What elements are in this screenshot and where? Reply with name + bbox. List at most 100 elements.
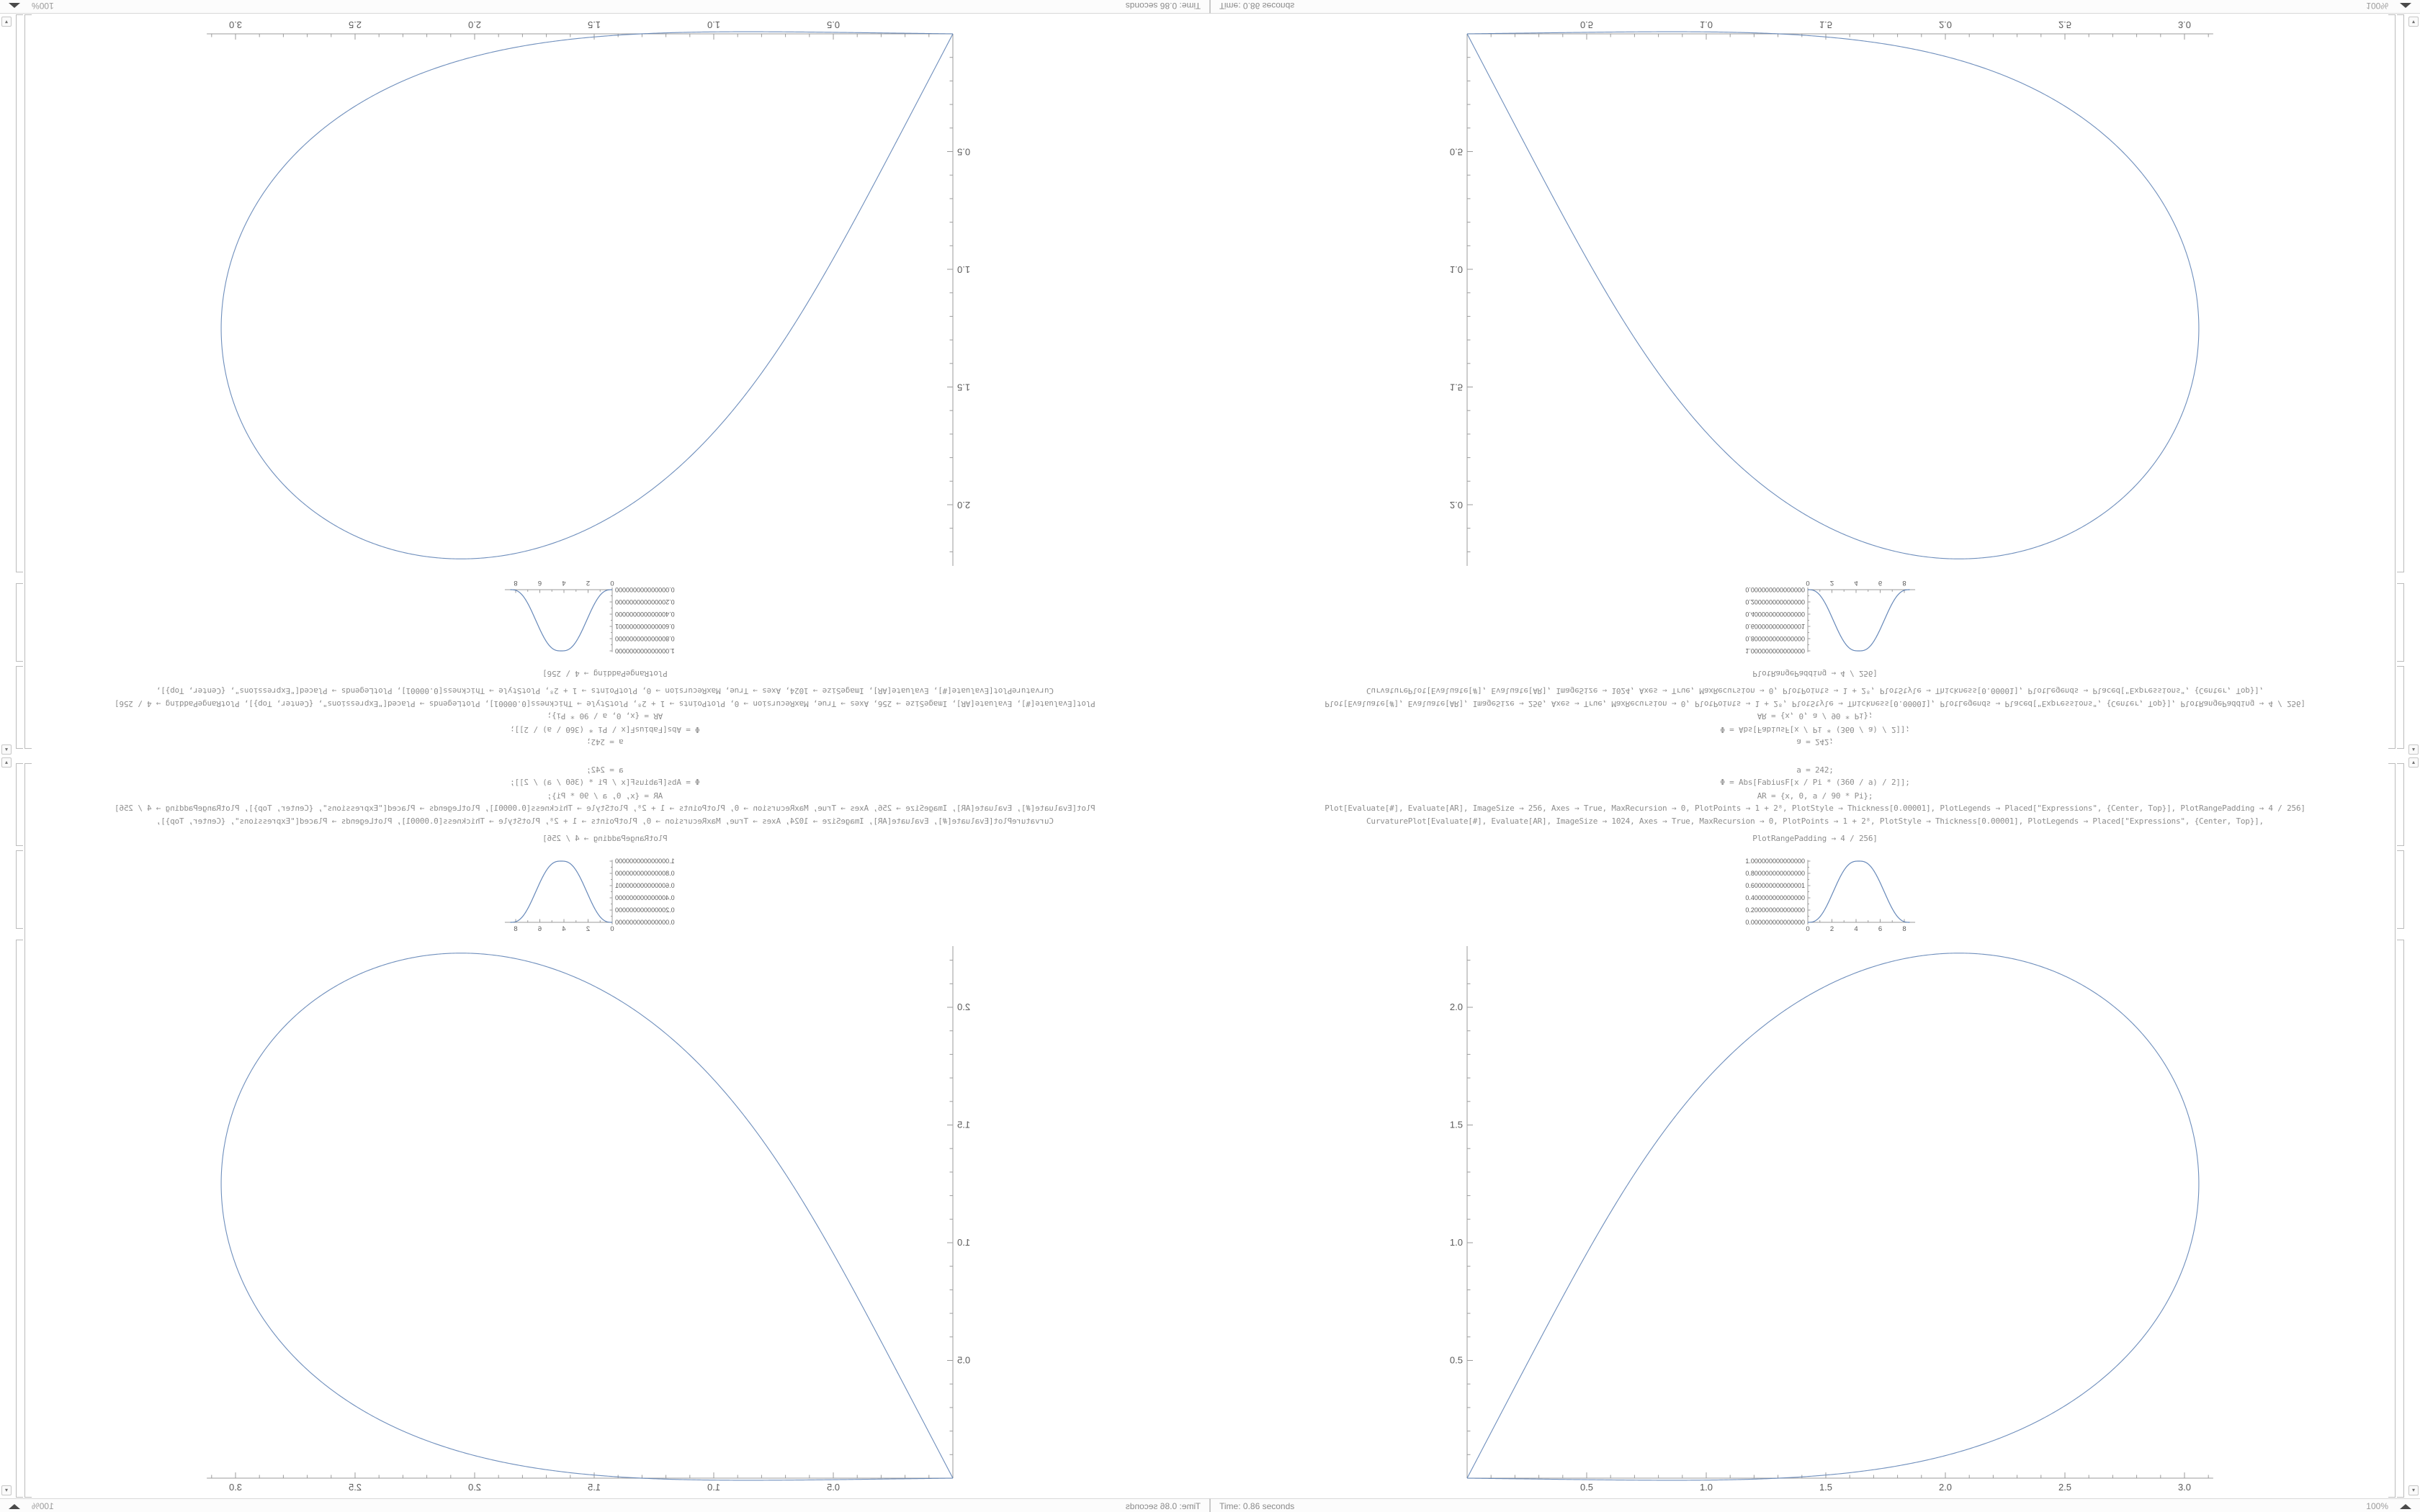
svg-text:2.5: 2.5 bbox=[2058, 19, 2071, 30]
svg-text:2.5: 2.5 bbox=[2058, 1482, 2071, 1493]
svg-text:1.0: 1.0 bbox=[957, 264, 970, 275]
svg-text:0.600000000000001: 0.600000000000001 bbox=[615, 623, 675, 630]
cell-bracket-input[interactable] bbox=[16, 763, 23, 846]
vertical-scrollbar[interactable]: ▴ ▾ bbox=[0, 14, 13, 756]
cell-bracket-output-small-plot[interactable] bbox=[16, 583, 23, 662]
svg-text:1.000000000000000: 1.000000000000000 bbox=[615, 858, 675, 865]
cell-group-bracket[interactable] bbox=[24, 763, 32, 1498]
cell-bracket-output-large-plot[interactable] bbox=[2397, 940, 2404, 1498]
cell-bracket-output-large-plot[interactable] bbox=[2397, 14, 2404, 572]
svg-text:0.800000000000000: 0.800000000000000 bbox=[1745, 870, 1805, 877]
fabius-bump-plot: 0 2 4 6 8 0.000000000000000 0.200000000000000 0… bbox=[1745, 858, 1916, 933]
svg-text:0.000000000000000: 0.000000000000000 bbox=[1745, 919, 1805, 926]
zoom-level-label[interactable]: 100% bbox=[32, 1501, 54, 1511]
svg-text:1.000000000000000: 1.000000000000000 bbox=[1745, 858, 1805, 865]
code-line: a = 242; bbox=[586, 765, 624, 775]
zoom-menu-icon[interactable] bbox=[9, 3, 20, 8]
cell-bracket-output-small-plot[interactable] bbox=[16, 850, 23, 929]
svg-text:0.800000000000000: 0.800000000000000 bbox=[615, 870, 675, 877]
zoom-level-label[interactable]: 100% bbox=[2366, 1, 2388, 11]
svg-text:1.000000000000000: 1.000000000000000 bbox=[615, 647, 675, 654]
code-line: Plot[Evaluate[#], Evaluate[AR], ImageSiz… bbox=[1325, 804, 2305, 813]
svg-text:0.5: 0.5 bbox=[1580, 19, 1593, 30]
scroll-down-button[interactable]: ▾ bbox=[2408, 1485, 2419, 1495]
svg-text:3.0: 3.0 bbox=[2178, 19, 2191, 30]
status-bar: Time: 0.86 seconds 100% bbox=[0, 0, 1210, 14]
cell-group-bracket[interactable] bbox=[24, 14, 32, 749]
code-line: AR = {x, 0, a / 90 * Pi}; bbox=[1757, 791, 1873, 801]
svg-text:3.0: 3.0 bbox=[2178, 1482, 2191, 1493]
svg-text:0.5: 0.5 bbox=[827, 19, 840, 30]
input-cell-code[interactable]: a = 242; Φ = Abs[FabiusF[x / Pi * (360 /… bbox=[1304, 662, 2326, 756]
status-time-text: Time: 0.86 seconds bbox=[1219, 1, 1295, 11]
svg-text:0.5: 0.5 bbox=[1580, 1482, 1593, 1493]
scroll-up-icon: ▴ bbox=[2411, 747, 2415, 753]
svg-text:0.800000000000000: 0.800000000000000 bbox=[615, 635, 675, 642]
scroll-up-button[interactable]: ▴ bbox=[2408, 757, 2419, 768]
svg-text:2: 2 bbox=[586, 925, 590, 933]
svg-text:0: 0 bbox=[610, 579, 614, 587]
code-line: Plot[Evaluate[#], Evaluate[AR], ImageSiz… bbox=[115, 804, 1095, 813]
svg-text:0.000000000000000: 0.000000000000000 bbox=[1745, 586, 1805, 593]
svg-text:4: 4 bbox=[1854, 925, 1857, 933]
svg-text:0.000000000000000: 0.000000000000000 bbox=[615, 919, 675, 926]
cell-bracket-output-small-plot[interactable] bbox=[2397, 850, 2404, 929]
curvature-teardrop-plot: 0.5 1.0 1.5 2.0 2.5 3.0 0.5 1.0 1.5 2.0 bbox=[207, 19, 970, 567]
cell-bracket-output-small-plot[interactable] bbox=[2397, 583, 2404, 662]
scroll-down-button[interactable]: ▾ bbox=[1, 17, 12, 27]
code-line: Plot[Evaluate[#], Evaluate[AR], ImageSiz… bbox=[115, 699, 1095, 708]
zoom-menu-icon[interactable] bbox=[2400, 3, 2411, 8]
cell-bracket-output-large-plot[interactable] bbox=[16, 14, 23, 572]
status-bar: Time: 0.86 seconds 100% bbox=[1210, 0, 2420, 14]
zoom-level-label[interactable]: 100% bbox=[2366, 1501, 2388, 1511]
cell-bracket-input[interactable] bbox=[2397, 763, 2404, 846]
cell-bracket-output-large-plot[interactable] bbox=[16, 940, 23, 1498]
code-line: AR = {x, 0, a / 90 * Pi}; bbox=[547, 711, 663, 721]
svg-text:2.0: 2.0 bbox=[1450, 500, 1463, 510]
scroll-up-button[interactable]: ▴ bbox=[1, 757, 12, 768]
input-cell-code[interactable]: a = 242; Φ = Abs[FabiusF[x / Pi * (360 /… bbox=[94, 662, 1116, 756]
svg-text:0.400000000000000: 0.400000000000000 bbox=[615, 894, 675, 901]
cell-bracket-input[interactable] bbox=[2397, 666, 2404, 749]
code-line: a = 242; bbox=[586, 737, 624, 747]
cell-bracket-input[interactable] bbox=[16, 666, 23, 749]
fabius-bump-plot: 0 2 4 6 8 0.000000000000000 0.200000000000000 0… bbox=[504, 579, 675, 654]
scroll-down-button[interactable]: ▾ bbox=[2408, 17, 2419, 27]
scroll-up-button[interactable]: ▴ bbox=[2408, 744, 2419, 755]
notebook-quadrant-mirror-both: a = 242; Φ = Abs[FabiusF[x / Pi * (360 /… bbox=[0, 0, 1210, 756]
input-cell-code[interactable]: a = 242; Φ = Abs[FabiusF[x / Pi * (360 /… bbox=[1304, 756, 2326, 850]
svg-text:0.5: 0.5 bbox=[827, 1482, 840, 1493]
vertical-scrollbar[interactable]: ▴ ▾ bbox=[2407, 756, 2420, 1498]
scroll-down-button[interactable]: ▾ bbox=[1, 1485, 12, 1495]
zoom-menu-icon[interactable] bbox=[2400, 1504, 2411, 1509]
cell-group-bracket[interactable] bbox=[2388, 763, 2396, 1498]
code-line: a = 242; bbox=[1796, 765, 1834, 775]
svg-text:1.5: 1.5 bbox=[1819, 1482, 1832, 1493]
scroll-up-icon: ▴ bbox=[5, 747, 9, 753]
svg-text:6: 6 bbox=[538, 579, 542, 587]
code-line: CurvaturePlot[Evaluate[#], Evaluate[AR],… bbox=[156, 686, 1054, 696]
status-bar: Time: 0.86 seconds 100% bbox=[0, 1498, 1210, 1512]
input-cell-code[interactable]: a = 242; Φ = Abs[FabiusF[x / Pi * (360 /… bbox=[94, 756, 1116, 850]
curvature-teardrop-plot: 0.5 1.0 1.5 2.0 2.5 3.0 0.5 1.0 1.5 2.0 bbox=[1450, 19, 2213, 567]
cell-group-bracket[interactable] bbox=[2388, 14, 2396, 749]
svg-text:0.400000000000000: 0.400000000000000 bbox=[615, 611, 675, 618]
svg-text:0: 0 bbox=[1806, 925, 1809, 933]
code-line: CurvaturePlot[Evaluate[#], Evaluate[AR],… bbox=[156, 816, 1054, 826]
svg-text:4: 4 bbox=[562, 925, 565, 933]
svg-text:2.5: 2.5 bbox=[349, 1482, 362, 1493]
vertical-scrollbar[interactable]: ▴ ▾ bbox=[2407, 14, 2420, 756]
zoom-menu-icon[interactable] bbox=[9, 1504, 20, 1509]
scroll-down-icon: ▾ bbox=[5, 1487, 9, 1493]
scroll-up-button[interactable]: ▴ bbox=[1, 744, 12, 755]
svg-text:1.0: 1.0 bbox=[707, 19, 720, 30]
svg-text:0.400000000000000: 0.400000000000000 bbox=[1745, 894, 1805, 901]
scroll-down-icon: ▾ bbox=[2411, 1487, 2415, 1493]
curvature-teardrop-plot: 0.5 1.0 1.5 2.0 2.5 3.0 0.5 1.0 1.5 2.0 bbox=[1450, 945, 2213, 1493]
status-time-text: Time: 0.86 seconds bbox=[1219, 1501, 1295, 1511]
code-line: Φ = Abs[FabiusF[x / Pi * (360 / a) / 2]]… bbox=[1720, 725, 1910, 734]
zoom-level-label[interactable]: 100% bbox=[32, 1, 54, 11]
code-line: CurvaturePlot[Evaluate[#], Evaluate[AR],… bbox=[1366, 816, 2264, 826]
vertical-scrollbar[interactable]: ▴ ▾ bbox=[0, 756, 13, 1498]
